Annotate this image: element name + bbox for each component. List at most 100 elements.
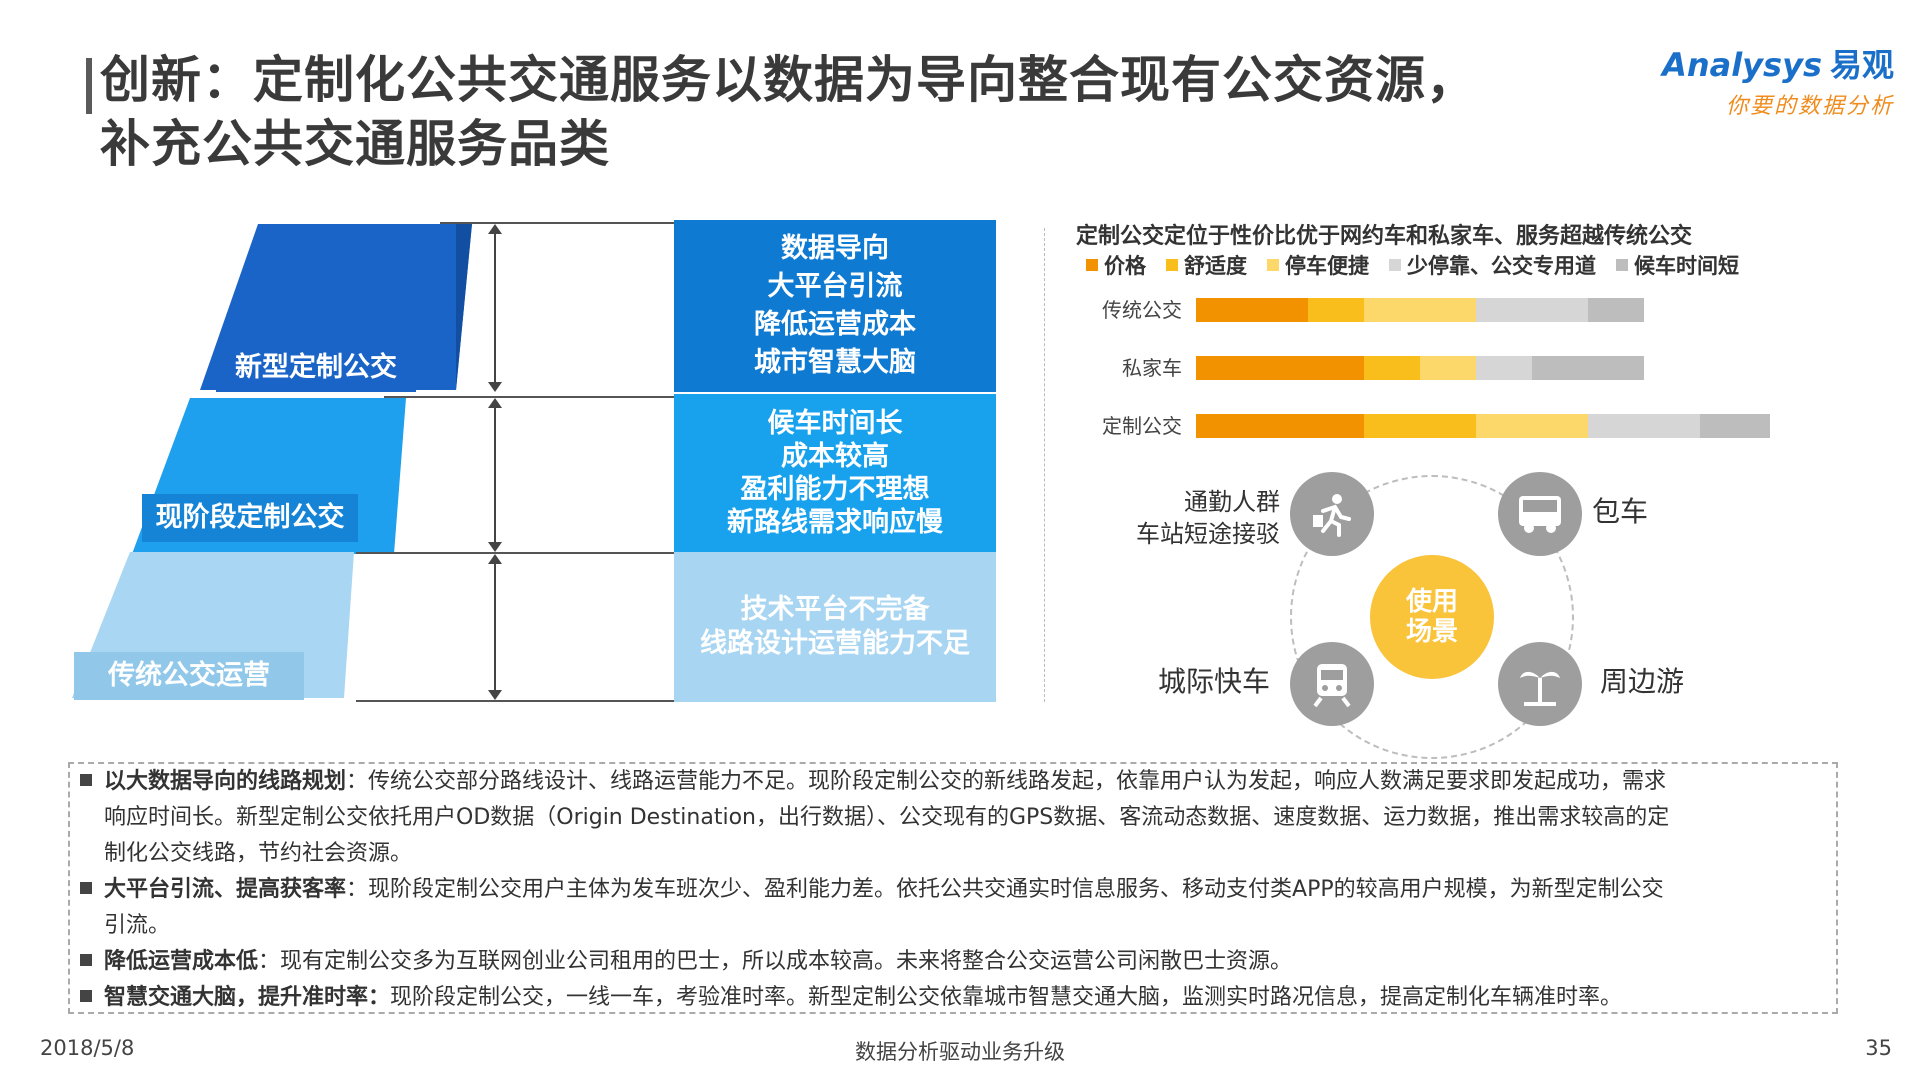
note-head: 智慧交通大脑，提升准时率：	[104, 985, 391, 1010]
logo-cn-text: 易观	[1829, 46, 1894, 84]
note-head: 以大数据导向的线路规划	[104, 769, 347, 794]
bar-segment	[1700, 414, 1770, 438]
usage-center-line2: 场景	[1405, 617, 1458, 647]
note-head: 降低运营成本低	[104, 949, 259, 974]
chart-title: 定制公交定位于性价比优于网约车和私家车、服务超越传统公交	[1076, 224, 1693, 249]
guide-line-mid	[384, 396, 676, 398]
footer-date: 2018/5/8	[40, 1036, 135, 1060]
note-text-cont: 制化公交线路，节约社会资源。	[104, 841, 413, 866]
info-line: 降低运营成本	[754, 309, 916, 340]
guide-line-top	[440, 222, 676, 224]
bar-segment	[1364, 414, 1476, 438]
legend-swatch	[1086, 259, 1098, 271]
note-sep: ：	[346, 877, 369, 902]
info-box-new: 数据导向 大平台引流 降低运营成本 城市智慧大脑	[674, 220, 996, 392]
note-platform-traffic: 大平台引流、提高获客率：现阶段定制公交用户主体为发车班次少、盈利能力差。依托公共…	[80, 872, 1830, 944]
category-label: 私家车	[1122, 356, 1182, 380]
category-label: 传统公交	[1102, 298, 1182, 322]
arrow-up-icon	[488, 398, 502, 408]
note-text: 现阶段定制公交，一线一车，考验准时率。新型定制公交依靠城市智慧交通大脑，监测实时…	[390, 985, 1623, 1010]
bar-segment	[1476, 356, 1532, 380]
palm-tree-icon	[1498, 642, 1582, 726]
bar-segment	[1364, 356, 1420, 380]
legend-swatch	[1389, 259, 1401, 271]
guide-line-base	[356, 700, 676, 702]
note-text: 现阶段定制公交用户主体为发车班次少、盈利能力差。依托公共交通实时信息服务、移动支…	[368, 877, 1664, 902]
arrow-down-icon	[488, 382, 502, 392]
arrow-up-icon	[488, 554, 502, 564]
legend-label: 价格	[1104, 254, 1146, 278]
brand-logo: Analysys 易观 你要的数据分析	[1634, 40, 1894, 130]
legend-label: 舒适度	[1184, 254, 1247, 278]
category-label: 定制公交	[1102, 414, 1182, 438]
section-divider	[1044, 228, 1045, 702]
running-person-icon	[1290, 472, 1374, 556]
usage-center-line1: 使用	[1405, 587, 1458, 617]
usage-center: 使用 场景	[1370, 555, 1494, 679]
page-number: 35	[1865, 1036, 1892, 1060]
logo-slogan: 你要的数据分析	[1725, 94, 1894, 119]
info-line: 大平台引流	[767, 271, 903, 302]
legend-label: 候车时间短	[1634, 254, 1739, 278]
commute-line2: 车站短途接驳	[1136, 520, 1280, 548]
legend-item: 价格	[1086, 250, 1146, 280]
arrow-down-icon	[488, 690, 502, 700]
step-label-current: 现阶段定制公交	[142, 494, 358, 542]
info-box-traditional: 技术平台不完备 线路设计运营能力不足	[674, 552, 996, 702]
usage-charter-label: 包车	[1592, 495, 1649, 528]
bar-segment	[1196, 414, 1364, 438]
square-bullet-icon	[80, 774, 92, 786]
note-route-planning: 以大数据导向的线路规划：传统公交部分路线设计、线路运营能力不足。现阶段定制公交的…	[80, 764, 1830, 872]
guide-line-low	[356, 552, 676, 554]
bar-segment	[1364, 298, 1476, 322]
note-text-cont: 响应时间长。新型定制公交依托用户OD数据（Origin Destination，…	[104, 805, 1670, 830]
arrow-down-icon	[488, 542, 502, 552]
bar-segment	[1420, 356, 1476, 380]
arrow-line	[494, 406, 496, 542]
bus-icon	[1498, 472, 1582, 556]
info-box-current: 候车时间长 成本较高 盈利能力不理想 新路线需求响应慢	[674, 394, 996, 552]
legend-swatch	[1166, 259, 1178, 271]
footer-center-text: 数据分析驱动业务升级	[855, 1040, 1065, 1064]
bar-segment	[1196, 356, 1364, 380]
info-line: 候车时间长	[767, 408, 903, 439]
legend-item: 候车时间短	[1616, 250, 1739, 280]
arrow-line	[494, 232, 496, 382]
info-line: 成本较高	[781, 441, 889, 472]
title-line-2: 补充公共交通服务品类	[100, 115, 610, 173]
title-line-1: 创新：定制化公共交通服务以数据为导向整合现有公交资源，	[100, 51, 1477, 109]
logo-text: Analysys	[1662, 46, 1822, 84]
bar-segment	[1308, 298, 1364, 322]
note-text: 现有定制公交多为互联网创业公司租用的巴士，所以成本较高。未来将整合公交运营公司闲…	[280, 949, 1293, 974]
step-label-new: 新型定制公交	[216, 344, 416, 392]
legend-item: 舒适度	[1166, 250, 1247, 280]
arrow-up-icon	[488, 224, 502, 234]
legend-label: 停车便捷	[1285, 254, 1369, 278]
staircase-diagram: 新型定制公交 现阶段定制公交 传统公交运营 数据导向 大平台引流 降低运营成本 …	[0, 0, 1010, 720]
usage-intercity-label: 城际快车	[1158, 665, 1271, 698]
bar-segment	[1476, 414, 1588, 438]
square-bullet-icon	[80, 882, 92, 894]
square-bullet-icon	[80, 954, 92, 966]
arrow-line	[494, 562, 496, 690]
page-title: 创新：定制化公共交通服务以数据为导向整合现有公交资源， 补充公共交通服务品类	[100, 48, 1600, 176]
legend-item: 停车便捷	[1267, 250, 1369, 280]
square-bullet-icon	[80, 990, 92, 1002]
note-smart-brain: 智慧交通大脑，提升准时率：现阶段定制公交，一线一车，考验准时率。新型定制公交依靠…	[80, 980, 1830, 1016]
note-sep: ：	[346, 769, 369, 794]
info-line: 新路线需求响应慢	[727, 507, 943, 538]
info-line: 数据导向	[781, 233, 889, 264]
bar-segment	[1196, 298, 1308, 322]
legend-item: 少停靠、公交专用道	[1389, 250, 1596, 280]
bar-segment	[1588, 414, 1700, 438]
legend-swatch	[1616, 259, 1628, 271]
chart-legend: 价格 舒适度 停车便捷 少停靠、公交专用道 候车时间短	[1086, 250, 1739, 280]
note-sep: ：	[258, 949, 281, 974]
info-line: 城市智慧大脑	[754, 347, 916, 378]
info-line: 线路设计运营能力不足	[700, 628, 970, 659]
usage-ring	[1290, 475, 1574, 759]
bar-segment	[1476, 298, 1588, 322]
usage-commute-label: 通勤人群 车站短途接驳	[1120, 486, 1280, 550]
step-label-traditional: 传统公交运营	[74, 652, 304, 700]
